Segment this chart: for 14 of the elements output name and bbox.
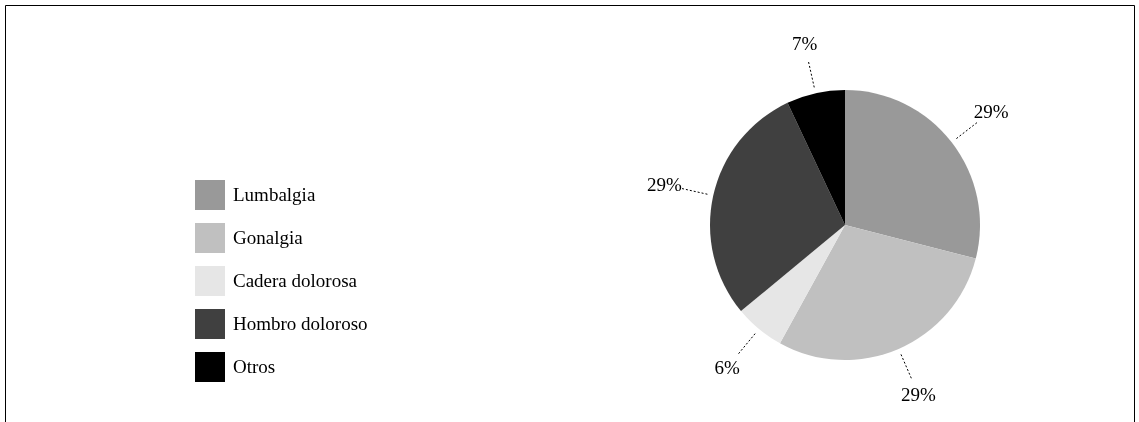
legend-label: Cadera dolorosa [233, 270, 358, 291]
pie-slice [710, 102, 845, 312]
pie-slice [779, 225, 976, 360]
data-label: 29% [647, 173, 683, 195]
data-label: 6% [714, 356, 740, 378]
legend-label: Lumbalgia [233, 184, 316, 205]
legend-label: Hombro doloroso [233, 313, 368, 334]
pie-slice [740, 225, 845, 344]
pie-slice [787, 90, 845, 225]
data-label: 29% [901, 383, 937, 405]
legend-label: Gonalgia [233, 227, 304, 248]
data-label: 29% [973, 100, 1009, 122]
legend-label: Otros [233, 356, 276, 377]
data-label: 7% [791, 33, 818, 55]
